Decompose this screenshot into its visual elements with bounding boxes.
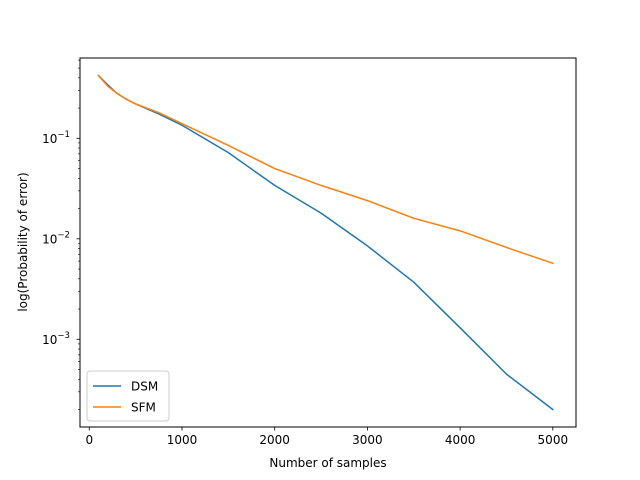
x-tick-label: 1000 — [167, 433, 198, 447]
x-axis: 0 1000 2000 3000 4000 5000 — [85, 427, 568, 447]
x-tick-label: 4000 — [445, 433, 476, 447]
y-tick-label: 10−1 — [42, 130, 70, 146]
legend-label-sfm: SFM — [131, 401, 156, 415]
series-line-sfm — [97, 74, 554, 265]
x-tick-label: 5000 — [538, 433, 569, 447]
series-layer — [97, 74, 554, 411]
plot-frame — [79, 57, 577, 428]
y-axis: 10−3 10−2 10−1 — [42, 59, 80, 410]
y-tick-label: 10−3 — [42, 331, 70, 347]
y-axis-label: log(Probability of error) — [16, 172, 30, 311]
legend: DSM SFM — [86, 370, 170, 422]
series-line-dsm — [97, 74, 554, 411]
y-tick-label: 10−2 — [42, 230, 70, 246]
legend-label-dsm: DSM — [131, 380, 158, 394]
x-tick-label: 2000 — [259, 433, 290, 447]
x-tick-label: 3000 — [352, 433, 383, 447]
x-axis-label: Number of samples — [269, 456, 386, 470]
x-tick-label: 0 — [85, 433, 93, 447]
legend-box — [86, 370, 170, 422]
